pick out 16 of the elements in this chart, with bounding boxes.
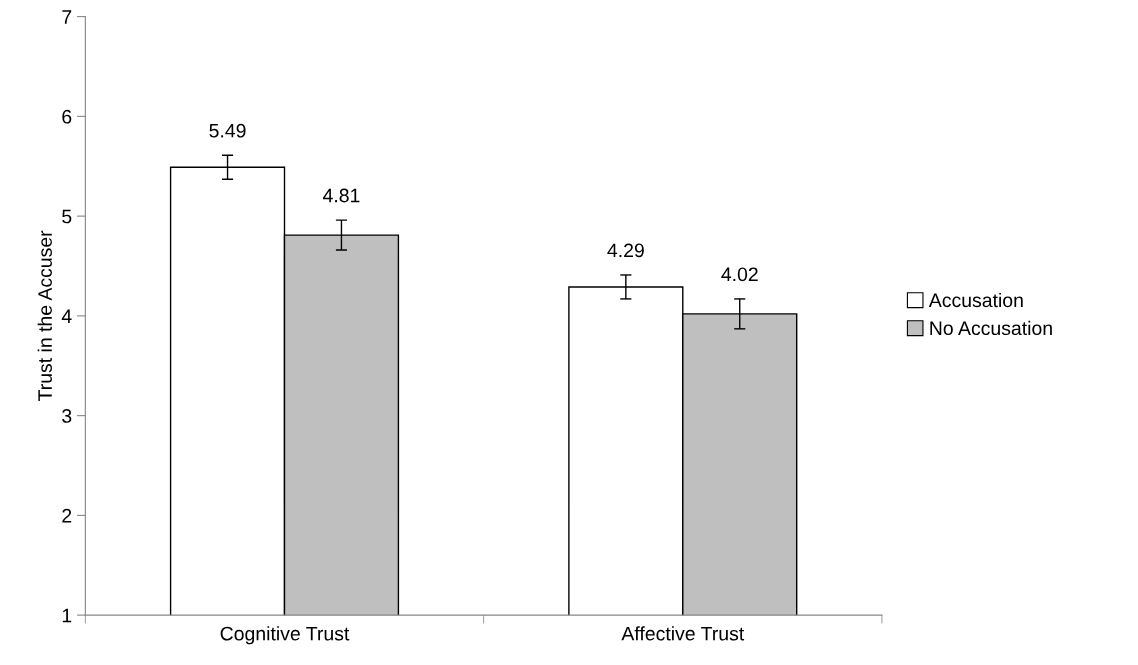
y-tick-label: 2 [62,508,72,523]
legend-label: No Accusation [930,320,1052,336]
data-label: 4.81 [322,188,360,203]
data-label: 4.02 [721,267,758,282]
y-tick-label: 1 [62,608,72,623]
legend-label: Accusation [928,292,1023,308]
data-label: 5.49 [209,123,246,138]
y-tick-label: 6 [62,109,72,124]
x-tick-label: Cognitive Trust [220,626,350,645]
y-tick-label: 4 [61,309,72,323]
y-tick-label: 5 [62,209,72,224]
y-axis-title: Trust in the Accuser [37,230,52,401]
y-tick-label: 3 [62,409,72,423]
y-tick-label: 7 [62,10,72,24]
data-label: 4.29 [607,243,644,258]
x-tick-label: Affective Trust [621,626,745,641]
